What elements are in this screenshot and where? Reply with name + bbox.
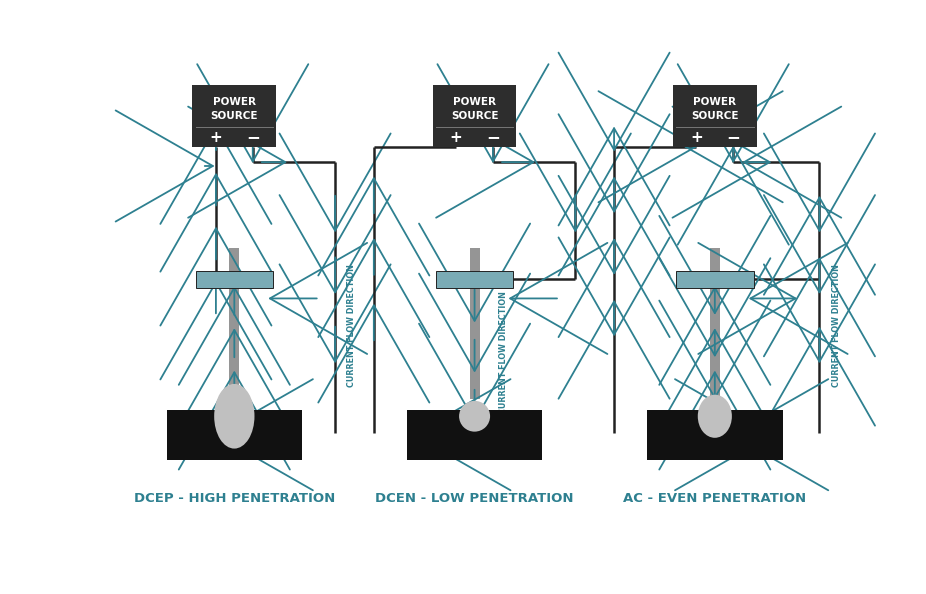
Bar [676,271,754,287]
Bar [436,271,513,287]
Bar [710,248,720,399]
Ellipse shape [459,401,490,432]
Text: SOURCE: SOURCE [451,111,498,121]
Text: DCEN - LOW PENETRATION: DCEN - LOW PENETRATION [375,492,574,505]
Text: +: + [690,130,703,145]
Bar [167,410,302,460]
Text: POWER: POWER [694,97,736,107]
Text: −: − [245,128,259,147]
Text: DCEP - HIGH PENETRATION: DCEP - HIGH PENETRATION [133,492,335,505]
Bar [193,85,276,147]
Text: +: + [209,130,222,145]
Text: POWER: POWER [453,97,496,107]
Bar [407,410,543,460]
Bar [230,248,239,399]
Ellipse shape [698,394,732,438]
Text: CURRENT FLOW DIRECTION: CURRENT FLOW DIRECTION [347,264,357,387]
Bar [432,85,517,147]
Text: −: − [726,128,740,147]
Text: SOURCE: SOURCE [691,111,739,121]
Bar [469,248,480,399]
Text: CURRENT FLOW DIRECTION: CURRENT FLOW DIRECTION [832,264,841,387]
Text: AC - EVEN PENETRATION: AC - EVEN PENETRATION [623,492,807,505]
Bar [195,271,273,287]
Text: SOURCE: SOURCE [210,111,258,121]
Ellipse shape [214,384,255,448]
Bar [673,85,757,147]
Text: +: + [450,130,462,145]
Text: POWER: POWER [213,97,256,107]
Text: −: − [486,128,500,147]
Bar [647,410,782,460]
Text: CURRENT FLOW DIRECTION: CURRENT FLOW DIRECTION [499,291,508,414]
